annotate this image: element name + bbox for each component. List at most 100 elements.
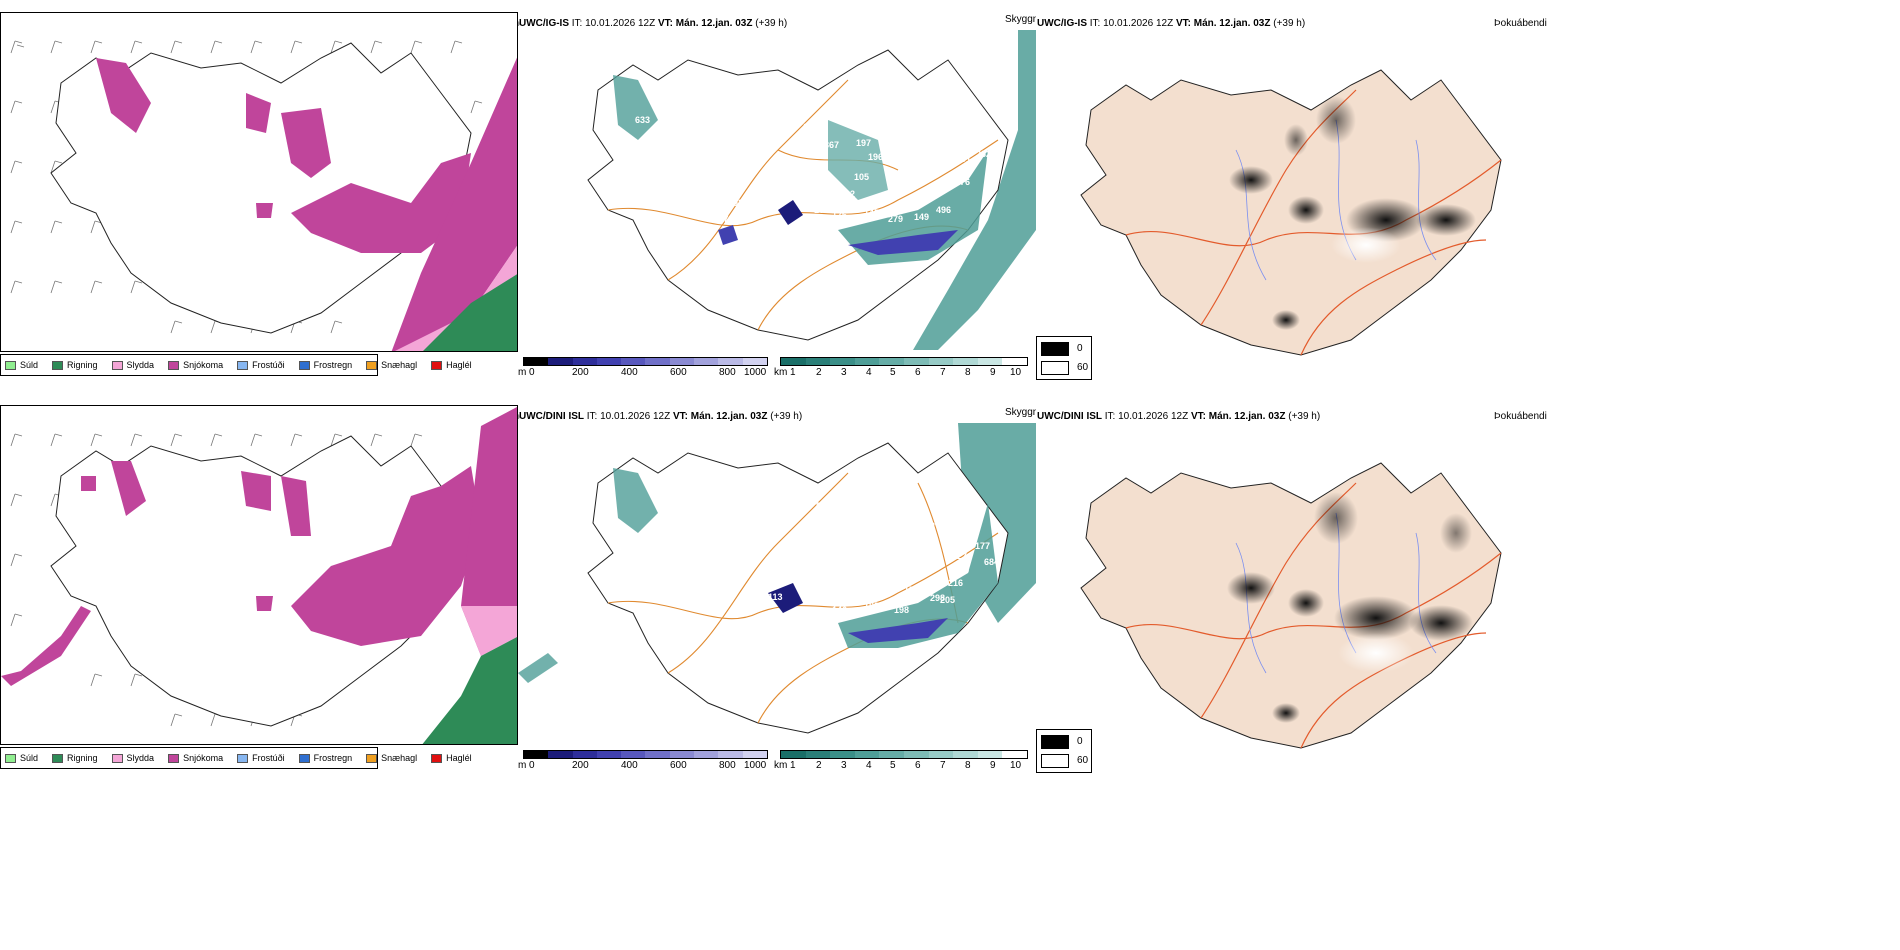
ceiling-label: 227 — [952, 551, 967, 561]
it-value: 10.01.2026 12Z — [600, 411, 671, 422]
model-name: UWC/IG-IS — [1037, 18, 1087, 29]
swatch — [168, 360, 180, 370]
ceiling-tick: 200 — [572, 760, 589, 771]
fog-legend: 0 60 — [1036, 336, 1092, 380]
swatch — [5, 753, 16, 763]
swatch — [52, 753, 64, 763]
ceiling-label: 212 — [936, 503, 951, 513]
it-label: IT: — [1104, 411, 1116, 422]
legend-item: Slydda — [111, 753, 154, 763]
ceiling-label: 198 — [894, 605, 909, 615]
ceiling-tick: 200 — [572, 367, 589, 378]
ceiling-tick: 600 — [670, 367, 687, 378]
visibility-tick: 5 — [890, 367, 896, 378]
swatch — [431, 753, 443, 763]
visibility-tick: 6 — [915, 367, 921, 378]
legend-item: Slydda — [111, 360, 154, 370]
lead-time: (+39 h) — [1288, 411, 1321, 422]
fog-label: 60 — [1077, 755, 1089, 766]
ceiling-label: 26 — [816, 485, 826, 495]
legend-item: Snæhagl — [366, 360, 417, 370]
ceiling-label: 162 — [808, 140, 823, 150]
visibility-tick: 3 — [841, 367, 847, 378]
precip-type-panel-top: UWC/IG-IS IT: 10.01.2026 12Z VT: Mán. 12… — [0, 0, 520, 380]
vt-value: Mán. 12.jan. 03Z — [1193, 18, 1271, 29]
ceiling-label: 196 — [868, 152, 883, 162]
ceiling-label: 279 — [888, 214, 903, 224]
visibility-tick: 1 — [790, 760, 796, 771]
ceiling-panel-bottom: UWC/DINI ISL IT: 10.01.2026 12Z VT: Mán.… — [518, 395, 1036, 775]
visibility-tick: 9 — [990, 760, 996, 771]
ceiling-label: 282 — [976, 149, 991, 159]
ceiling-label: 122 — [780, 116, 795, 126]
lead-time: (+39 h) — [770, 411, 803, 422]
ceiling-label: 154 — [904, 585, 919, 595]
fog-panel-bottom: UWC/DINI ISL IT: 10.01.2026 12Z VT: Mán.… — [1036, 395, 1900, 775]
legend-item: Frostúði — [237, 360, 285, 370]
ceiling-label: 183 — [864, 601, 879, 611]
ceiling-label: 176 — [955, 177, 970, 187]
it-value: 10.01.2026 12Z — [1103, 18, 1174, 29]
fog-label: 0 — [1077, 343, 1083, 354]
ceiling-label: 174 — [954, 565, 969, 575]
model-name: UWC/IG-IS — [519, 18, 569, 29]
ceiling-tick: 800 — [719, 760, 736, 771]
swatch — [5, 360, 16, 370]
ceiling-label: 86 — [794, 549, 804, 559]
ceiling-label: 298 — [930, 593, 945, 603]
ceiling-label: 197 — [856, 138, 871, 148]
ceiling-label: 112 — [854, 561, 869, 571]
visibility-colorbar — [780, 357, 1028, 366]
fog-label: 60 — [1077, 362, 1089, 373]
precip-map — [1, 407, 517, 744]
legend-item: Snæhagl — [366, 753, 417, 763]
swatch — [366, 753, 378, 763]
fog-swatch-white — [1041, 754, 1069, 768]
swatch — [366, 360, 378, 370]
ceiling-label: 79 — [810, 531, 820, 541]
precip-legend: Súld Rigning Slydda Snjókoma Frostúði Fr… — [0, 747, 472, 769]
map-frame — [0, 12, 518, 352]
panel-header: UWC/IG-IS IT: 10.01.2026 12Z VT: Mán. 12… — [1037, 18, 1305, 29]
lead-time: (+39 h) — [755, 18, 788, 29]
ceiling-label: 121 — [815, 595, 830, 605]
vt-label: VT: — [657, 18, 673, 29]
it-label: IT: — [571, 18, 583, 29]
panel-title: Skyggni — [1005, 14, 1036, 25]
ceiling-tick: 400 — [621, 367, 638, 378]
ceiling-label: 301 — [956, 154, 971, 164]
ceiling-label: 34 — [854, 531, 864, 541]
ceiling-label: 105 — [854, 172, 869, 182]
panel-header: UWC/IG-IS IT: 10.01.2026 12Z VT: Mán. 12… — [519, 18, 787, 29]
visibility-unit: km — [774, 760, 788, 771]
ceiling-label: 176 — [832, 210, 847, 220]
legend-item: Rigning — [52, 360, 98, 370]
swatch — [237, 753, 249, 763]
visibility-colorbar — [780, 750, 1028, 759]
visibility-tick: 3 — [841, 760, 847, 771]
ceiling-label: 29 — [818, 122, 828, 132]
ceiling-label: 115 — [783, 192, 798, 202]
ceiling-label: 150 — [836, 575, 851, 585]
ceiling-label: 104 — [814, 205, 829, 215]
legend-item: Rigning — [52, 753, 98, 763]
visibility-unit: km — [774, 367, 788, 378]
ceiling-label: 53 — [816, 501, 826, 511]
ceiling-label: 496 — [936, 205, 951, 215]
ceiling-colorbar — [523, 357, 768, 366]
ceiling-label: 177 — [975, 541, 990, 551]
ceiling-panel-top: UWC/IG-IS IT: 10.01.2026 12Z VT: Mán. 12… — [518, 0, 1036, 380]
legend-item: Frostregn — [298, 360, 352, 370]
map-frame — [0, 405, 518, 745]
fog-legend: 0 60 — [1036, 729, 1092, 773]
ceiling-label: 205 — [940, 595, 955, 605]
ceiling-label: 129 — [778, 511, 793, 521]
ceiling-tick: 400 — [621, 760, 638, 771]
vt-value: Mán. 12.jan. 03Z — [1208, 411, 1286, 422]
visibility-tick: 8 — [965, 760, 971, 771]
ceiling-label: 684 — [984, 557, 999, 567]
ceiling-label: 87 — [794, 158, 804, 168]
swatch — [168, 753, 180, 763]
ceiling-label: 216 — [948, 578, 963, 588]
ceiling-unit: m — [518, 367, 527, 378]
